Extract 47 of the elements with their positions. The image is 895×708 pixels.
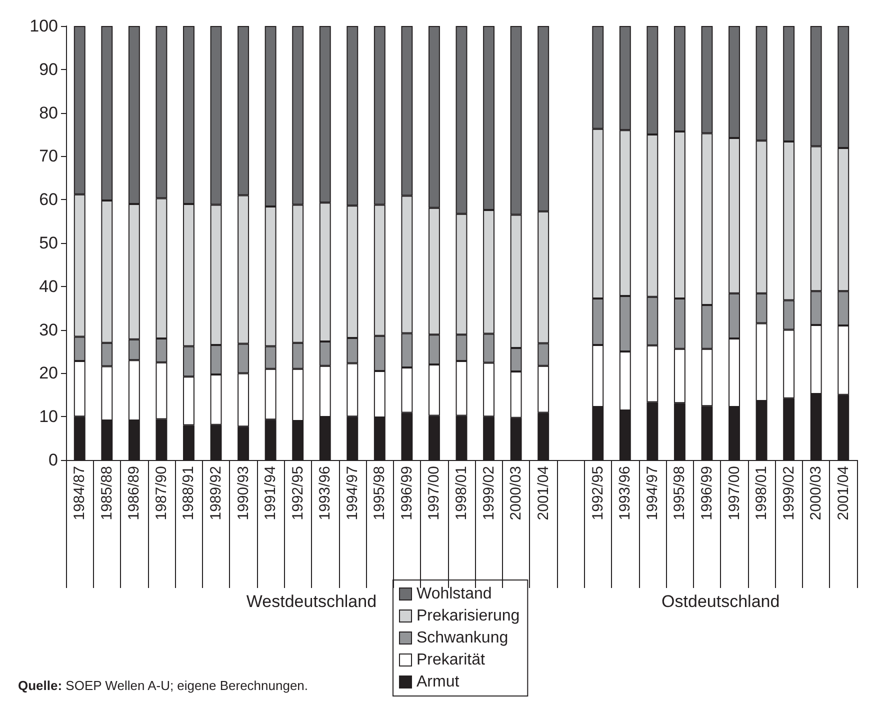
x-tick-label: 1998/01 [753,466,770,520]
x-tick-label: 1990/93 [234,466,252,520]
x-tick-label: 1994/97 [644,466,661,520]
y-tick-label: 80 [39,103,58,122]
legend-label: Wohlstand [416,586,492,602]
text: Ostdeutschland [662,592,780,611]
x-tick-label: 1997/00 [426,466,443,520]
y-tick-label: 30 [39,320,58,340]
y-tick-label: 90 [39,60,58,79]
x-tick-label: 1986/89 [126,466,143,520]
x-tick-label: 1992/95 [589,466,606,520]
x-tick-label: 1989/92 [208,466,225,520]
x-tick-label: 1984/87 [71,466,88,520]
x-tick-label: 1998/01 [453,466,470,520]
x-tick-label: 1987/90 [152,466,170,520]
legend-label: Prekarisierung [416,608,520,624]
y-tick-label: 20 [39,364,58,383]
legend-label: Armut [416,674,460,690]
x-tick-label: 1988/91 [180,466,198,520]
text: Westdeutschland [246,592,377,611]
source-note: Quelle: SOEP Wellen A-U; eigene Berechnungen. [18,678,308,693]
x-tick-label: 1996/99 [398,466,416,520]
x-tick-label: 1991/94 [262,466,280,520]
x-tick-label: 2001/04 [534,466,552,520]
x-tick-label: 1995/98 [371,466,388,520]
y-tick-label: 40 [39,276,58,296]
y-tick-label: 70 [39,146,58,166]
x-tick-label: 1999/02 [480,466,498,520]
y-tick-label: 50 [39,234,58,252]
x-tick-label: 1993/96 [616,466,634,520]
y-tick-label: 60 [39,190,58,210]
x-tick-label: 1992/95 [289,466,306,520]
x-tick-label: 1995/98 [671,466,688,520]
x-tick-label: 2001/04 [834,466,852,520]
x-tick-label: 1985/88 [98,466,116,520]
y-tick-label: 100 [30,16,58,36]
x-tick-label: 1996/99 [698,466,716,520]
y-tick-label: 0 [48,450,58,470]
x-tick-label: 1993/96 [316,466,334,520]
x-tick-label: 1999/02 [780,466,798,520]
legend-label: Prekarität [416,652,486,668]
y-tick-label: 10 [39,407,58,426]
x-tick-label: 2000/03 [508,466,525,520]
x-tick-label: 1997/00 [726,466,743,520]
legend-label: Schwankung [416,630,508,646]
x-tick-label: 2000/03 [808,466,825,520]
x-tick-label: 1994/97 [344,466,361,520]
